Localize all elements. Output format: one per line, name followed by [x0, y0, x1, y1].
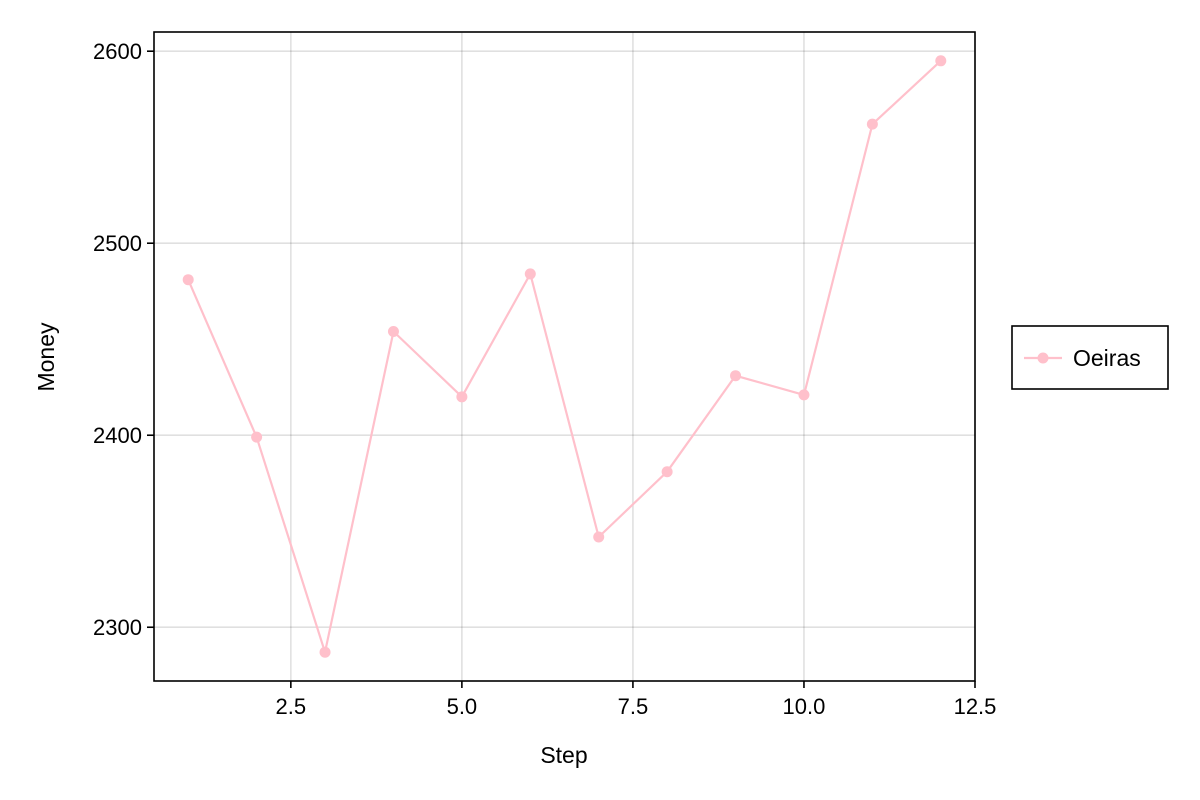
data-point	[319, 646, 331, 658]
legend-marker	[1037, 352, 1049, 364]
y-tick-label: 2400	[93, 423, 142, 448]
y-axis: 2300 2400 2500 2600	[93, 39, 154, 640]
x-tick-label: 12.5	[954, 694, 997, 719]
x-axis-title: Step	[540, 742, 587, 768]
x-tick-label: 2.5	[276, 694, 307, 719]
data-point	[251, 431, 263, 443]
x-tick-label: 7.5	[618, 694, 649, 719]
legend-label: Oeiras	[1073, 345, 1141, 371]
y-axis-title: Money	[33, 322, 59, 392]
y-tick-label: 2500	[93, 231, 142, 256]
data-point	[524, 268, 536, 280]
plot-frame	[153, 31, 976, 682]
x-axis: 2.5 5.0 7.5 10.0 12.5	[276, 681, 997, 719]
y-tick-label: 2600	[93, 39, 142, 64]
data-point	[182, 274, 194, 286]
data-point	[730, 370, 742, 382]
data-point	[387, 326, 399, 338]
x-tick-label: 10.0	[783, 694, 826, 719]
y-tick-label: 2300	[93, 615, 142, 640]
data-point	[935, 55, 947, 67]
data-point	[593, 531, 605, 543]
plot-area	[154, 32, 975, 681]
legend: Oeiras	[1011, 325, 1169, 390]
data-point	[456, 391, 468, 403]
data-point	[661, 466, 673, 478]
x-tick-label: 5.0	[447, 694, 478, 719]
data-point	[798, 389, 810, 401]
series-line-oeiras	[187, 59, 942, 654]
series-layer	[182, 55, 947, 658]
data-point	[866, 118, 878, 130]
